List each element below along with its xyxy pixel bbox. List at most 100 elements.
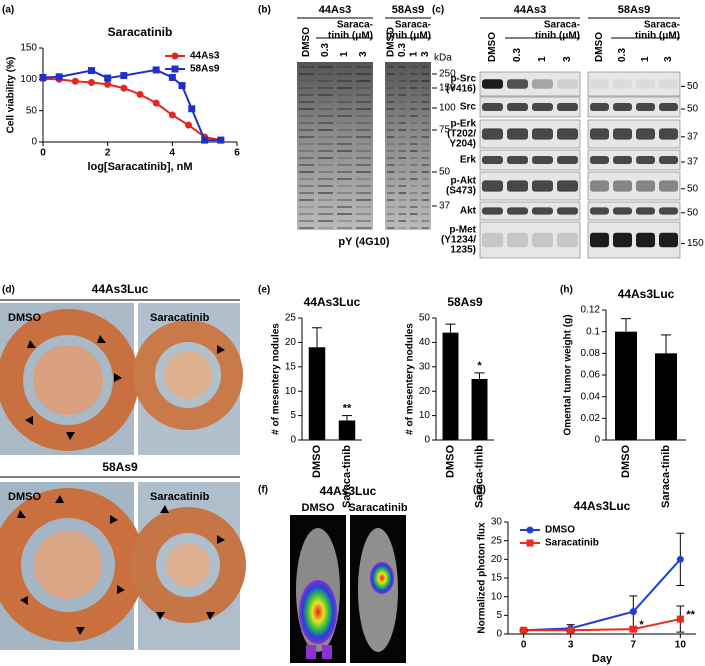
y-tick-label: 5: [290, 410, 296, 421]
band: [337, 213, 352, 215]
y-tick-label: 25: [491, 535, 503, 546]
band: [410, 73, 418, 75]
lane-label: DMSO: [487, 32, 498, 62]
blot-strip: [587, 71, 681, 97]
kda-marker: 50: [687, 81, 699, 92]
y-tick-label: 10: [419, 410, 431, 421]
band: [299, 220, 314, 222]
band: [356, 185, 371, 187]
band: [387, 115, 395, 117]
band: [398, 178, 406, 180]
band: [337, 101, 352, 103]
marker: [104, 74, 112, 82]
band: [421, 192, 429, 194]
blot-row-label: p-Met: [449, 225, 476, 236]
band: [482, 156, 503, 164]
band: [299, 136, 314, 138]
chart-title: 58As9: [447, 295, 483, 309]
band: [482, 128, 503, 140]
blot-row-label: p-Src: [450, 74, 476, 85]
cell-line-label: 44As3: [319, 4, 351, 16]
band: [318, 80, 333, 82]
band: [613, 128, 632, 140]
band: [387, 66, 395, 68]
kda-marker: 50: [687, 183, 699, 194]
band: [421, 101, 429, 103]
band: [318, 115, 333, 117]
band: [532, 128, 553, 140]
band: [398, 73, 406, 75]
band: [410, 101, 418, 103]
dose-label: 0.3: [397, 43, 408, 57]
band: [337, 115, 352, 117]
dose-label: 3: [358, 51, 369, 57]
band: [299, 227, 314, 229]
band: [337, 157, 352, 159]
band: [398, 66, 406, 68]
y-axis-label: # of mesentery nodules: [271, 323, 282, 435]
blot-strip: [587, 96, 681, 118]
band: [387, 220, 395, 222]
band: [410, 143, 418, 145]
band: [387, 199, 395, 201]
band: [410, 87, 418, 89]
band: [356, 150, 371, 152]
blot-row-label: (T202/: [447, 129, 476, 140]
band: [636, 207, 655, 215]
blot-row-label: (S473): [446, 186, 476, 197]
photo-label: Saracatinib: [150, 491, 210, 503]
band: [387, 136, 395, 138]
blot-strip: [479, 221, 581, 259]
band: [482, 103, 503, 111]
blot-strip: [587, 171, 681, 201]
band: [356, 101, 371, 103]
y-tick-label: 0: [424, 435, 430, 446]
blot-row-label: 1235): [450, 245, 476, 256]
marker: [168, 73, 176, 81]
bar: [655, 353, 677, 440]
band: [410, 94, 418, 96]
significance: **: [343, 403, 352, 415]
band: [421, 73, 429, 75]
band: [421, 80, 429, 82]
band: [387, 80, 395, 82]
x-axis-label: Day: [592, 653, 613, 665]
band: [299, 206, 314, 208]
band: [398, 143, 406, 145]
band: [299, 157, 314, 159]
band: [636, 180, 655, 192]
blot-strip: [479, 71, 581, 97]
band: [337, 122, 352, 124]
band: [356, 94, 371, 96]
treatment-label: Saraca-: [395, 20, 431, 31]
y-tick-label: 0.1: [586, 326, 600, 337]
band: [337, 73, 352, 75]
marker: [629, 625, 637, 633]
band: [659, 128, 678, 140]
kda-marker: 150: [439, 83, 456, 94]
treatment-label: tinib (μM): [328, 31, 373, 42]
band: [337, 108, 352, 110]
band: [507, 156, 528, 164]
band: [318, 171, 333, 173]
blot-strip: [479, 201, 581, 221]
band: [356, 108, 371, 110]
blots: [297, 62, 681, 259]
band: [318, 143, 333, 145]
band: [398, 157, 406, 159]
band: [318, 220, 333, 222]
band: [636, 128, 655, 140]
series-line: [523, 558, 682, 632]
y-tick-label: 0.12: [581, 305, 601, 316]
band: [421, 213, 429, 215]
chart-title: 44As3Luc: [574, 499, 631, 513]
x-tick-label: Saraca-tinib: [660, 445, 672, 508]
dose-label: 0.3: [617, 48, 628, 62]
y-tick-label: 0.04: [581, 391, 601, 402]
band: [299, 171, 314, 173]
x-tick-label: 0: [40, 148, 46, 159]
band: [421, 157, 429, 159]
band: [659, 156, 678, 164]
y-tick-label: 40: [419, 337, 431, 348]
